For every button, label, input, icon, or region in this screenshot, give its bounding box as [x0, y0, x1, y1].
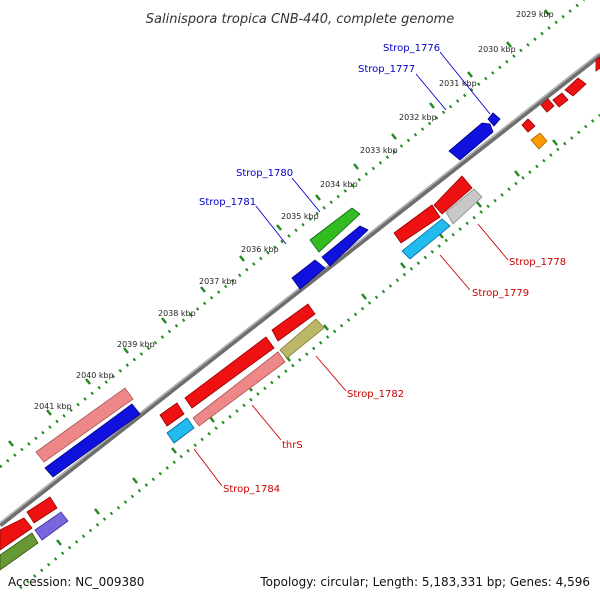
tick-label: 2040 kbp: [76, 371, 114, 380]
label-strop-1777[interactable]: Strop_1777: [358, 64, 415, 75]
cds-feature-blue[interactable]: [44, 403, 141, 478]
tick-label: 2036 kbp: [241, 245, 279, 254]
tick-label: 2033 kbp: [360, 146, 398, 155]
tick-label: 2032 kbp: [399, 113, 437, 122]
tick-mark: [132, 477, 138, 484]
tick-label: 2039 kbp: [117, 340, 155, 349]
tick-mark: [209, 416, 215, 423]
accession-text: Accession: NC_009380: [8, 575, 144, 589]
label-strop-1776[interactable]: Strop_1776: [383, 43, 440, 54]
leader-strop-1777: [415, 73, 447, 111]
label-thrs[interactable]: thrS: [282, 440, 303, 451]
leader-strop-1778: [477, 223, 509, 261]
leader-strop-1779: [439, 254, 471, 291]
cds-feature-purple[interactable]: [34, 511, 69, 541]
cds-feature-red[interactable]: [552, 92, 569, 108]
gene-features: [0, 56, 600, 571]
gene-strop-1780[interactable]: [309, 207, 361, 253]
leader-strop-1784: [193, 448, 223, 487]
cds-feature-red[interactable]: [540, 98, 555, 113]
tick-mark: [353, 163, 359, 170]
label-strop-1782[interactable]: Strop_1782: [347, 389, 404, 400]
outer-tick-marks: [8, 9, 550, 447]
map-title: Salinispora tropica CNB-440, complete ge…: [146, 12, 454, 27]
tick-label: 2031 kbp: [439, 79, 477, 88]
tick-mark: [239, 255, 245, 262]
tick-mark: [361, 293, 367, 300]
tick-mark: [323, 324, 329, 331]
tick-label: 2038 kbp: [158, 309, 196, 318]
gene-thrs-red[interactable]: [184, 336, 275, 409]
tick-mark: [171, 447, 177, 454]
cds-feature-red[interactable]: [564, 77, 587, 97]
cds-feature-red[interactable]: [433, 175, 473, 215]
tick-label: 2030 kbp: [478, 45, 516, 54]
inner-tick-marks: [56, 139, 558, 546]
cds-feature-red[interactable]: [271, 303, 316, 342]
leader-strop-1781: [255, 205, 287, 245]
cds-feature-red[interactable]: [393, 204, 441, 244]
tick-mark: [200, 286, 206, 293]
gene-strop-1781[interactable]: [321, 225, 369, 267]
gene-strop-1778[interactable]: [445, 188, 483, 225]
cds-feature-orange[interactable]: [530, 132, 548, 150]
cds-feature-darkgreen[interactable]: [0, 532, 39, 571]
gene-strop-1777[interactable]: [448, 122, 494, 161]
tick-mark: [94, 508, 100, 515]
label-leaders: [193, 51, 509, 487]
leader-thrs: [251, 404, 282, 441]
tick-mark: [391, 133, 397, 140]
leader-strop-1780: [291, 177, 321, 213]
label-strop-1779[interactable]: Strop_1779: [472, 288, 529, 299]
tick-mark: [429, 102, 435, 109]
tick-mark: [552, 139, 558, 146]
tick-mark: [123, 347, 129, 354]
gene-strop-1779[interactable]: [401, 218, 451, 260]
cds-feature-pink[interactable]: [35, 387, 134, 463]
tick-mark: [315, 194, 321, 201]
gene-thrs[interactable]: [192, 351, 286, 427]
cds-feature-red[interactable]: [595, 56, 600, 72]
tick-label: 2034 kbp: [320, 180, 358, 189]
label-strop-1781[interactable]: Strop_1781: [199, 197, 256, 208]
tick-label: 2037 kbp: [199, 277, 237, 286]
cds-feature-red[interactable]: [159, 402, 185, 427]
tick-mark: [85, 378, 91, 385]
cds-feature-red[interactable]: [521, 118, 536, 133]
tick-mark: [476, 201, 482, 208]
leader-strop-1776: [439, 51, 491, 115]
tick-mark: [8, 440, 14, 447]
tick-mark: [544, 9, 550, 16]
tick-label: 2029 kbp: [516, 10, 554, 19]
tick-mark: [161, 317, 167, 324]
label-strop-1784[interactable]: Strop_1784: [223, 484, 280, 495]
label-strop-1778[interactable]: Strop_1778: [509, 257, 566, 268]
tick-mark: [276, 224, 282, 231]
cds-feature-red[interactable]: [0, 517, 33, 551]
tick-mark: [514, 170, 520, 177]
outer-dotted-ruler: [0, 0, 585, 469]
tick-mark: [56, 539, 62, 546]
tick-mark: [467, 71, 473, 78]
tick-mark: [400, 262, 406, 269]
tick-labels: 2029 kbp 2030 kbp 2031 kbp 2032 kbp 2033…: [34, 10, 554, 411]
inner-dotted-ruler: [19, 113, 600, 590]
gene-strop-1776[interactable]: [487, 112, 501, 127]
genome-summary-text: Topology: circular; Length: 5,183,331 bp…: [259, 575, 590, 589]
tick-mark: [46, 409, 52, 416]
gene-strop-1782[interactable]: [279, 318, 325, 359]
genome-backbone: [0, 53, 600, 527]
tick-label: 2035 kbp: [281, 212, 319, 221]
gene-labels: Strop_1776 Strop_1777 Strop_1780 Strop_1…: [199, 43, 566, 495]
leader-strop-1782: [315, 355, 347, 392]
cds-feature-red[interactable]: [26, 496, 58, 524]
gene-strop-1784[interactable]: [166, 417, 195, 444]
tick-label: 2041 kbp: [34, 402, 72, 411]
label-strop-1780[interactable]: Strop_1780: [236, 168, 293, 179]
cds-feature-blue[interactable]: [291, 259, 326, 290]
tick-mark: [506, 41, 512, 48]
